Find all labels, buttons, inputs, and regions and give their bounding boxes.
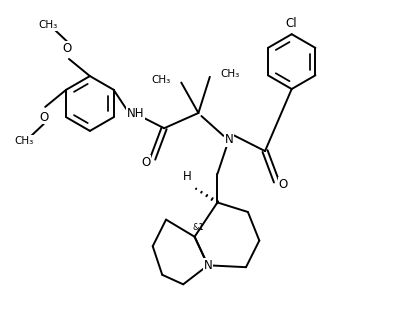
Text: &1: &1 (193, 223, 204, 232)
Text: H: H (183, 171, 191, 184)
Text: N: N (224, 133, 233, 146)
Text: CH₃: CH₃ (39, 20, 58, 30)
Text: O: O (39, 111, 48, 124)
Text: CH₃: CH₃ (220, 69, 240, 79)
Text: O: O (141, 156, 151, 169)
Text: O: O (63, 42, 72, 55)
Text: Cl: Cl (286, 17, 298, 30)
Text: O: O (279, 178, 288, 191)
Text: CH₃: CH₃ (15, 136, 34, 146)
Text: NH: NH (127, 107, 144, 120)
Text: CH₃: CH₃ (151, 74, 171, 84)
Text: N: N (204, 259, 212, 272)
